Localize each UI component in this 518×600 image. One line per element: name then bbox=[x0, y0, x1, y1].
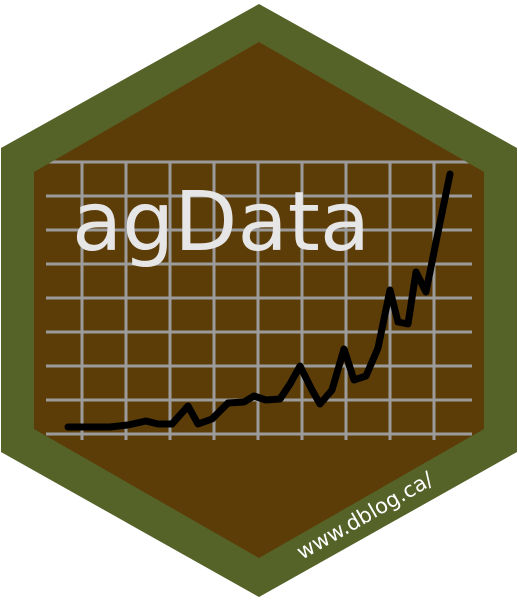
logo-title: agData bbox=[72, 175, 370, 270]
